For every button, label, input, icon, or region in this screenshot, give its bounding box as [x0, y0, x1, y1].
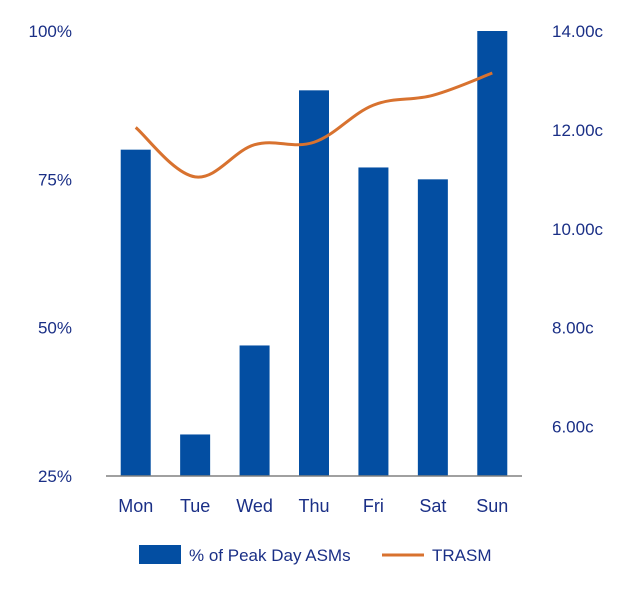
- trasm-line: [134, 71, 493, 179]
- left-tick-label: 75%: [38, 170, 72, 189]
- right-tick-label: 8.00c: [552, 319, 594, 338]
- x-tick-label: Sun: [476, 496, 508, 516]
- bar-wed: [239, 345, 270, 476]
- left-tick-label: 50%: [38, 319, 72, 338]
- legend: % of Peak Day ASMs TRASM: [139, 545, 492, 565]
- x-axis-ticks: Mon Tue Wed Thu Fri Sat Sun: [118, 496, 508, 516]
- bar-series: [120, 31, 508, 477]
- left-tick-label: 100%: [29, 22, 72, 41]
- legend-bar-swatch: [139, 545, 181, 564]
- x-tick-label: Thu: [298, 496, 329, 516]
- left-tick-label: 25%: [38, 467, 72, 486]
- right-tick-label: 6.00c: [552, 418, 594, 437]
- x-tick-label: Tue: [180, 496, 210, 516]
- legend-bar-label: % of Peak Day ASMs: [189, 546, 351, 565]
- bar-sat: [417, 179, 448, 477]
- right-axis-ticks: 6.00c 8.00c 10.00c 12.00c 14.00c: [552, 22, 604, 437]
- bar-sun: [477, 31, 508, 476]
- bar-fri: [358, 167, 389, 476]
- bar-mon: [120, 149, 151, 476]
- right-tick-label: 14.00c: [552, 22, 604, 41]
- bar-thu: [299, 90, 329, 476]
- legend-line-label: TRASM: [432, 546, 492, 565]
- x-tick-label: Mon: [118, 496, 153, 516]
- bar-tue: [180, 434, 211, 476]
- x-tick-label: Fri: [363, 496, 384, 516]
- right-tick-label: 12.00c: [552, 121, 604, 140]
- left-axis-ticks: 25% 50% 75% 100%: [29, 22, 72, 486]
- x-tick-label: Wed: [236, 496, 273, 516]
- x-tick-label: Sat: [419, 496, 446, 516]
- right-tick-label: 10.00c: [552, 220, 604, 239]
